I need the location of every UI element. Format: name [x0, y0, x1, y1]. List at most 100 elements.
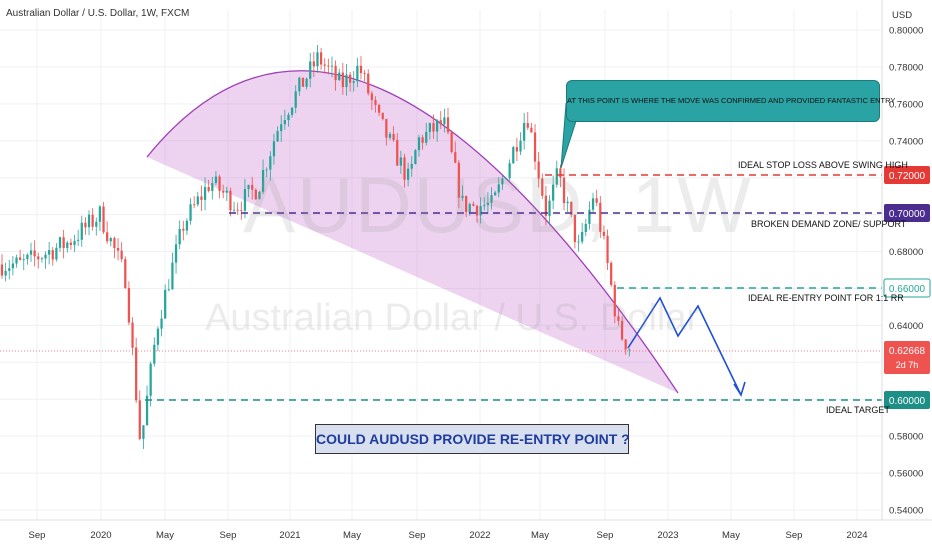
chart-title: Australian Dollar / U.S. Dollar, 1W, FXC…: [6, 8, 190, 19]
candle-body: [124, 259, 127, 289]
candle-body: [606, 235, 609, 263]
candle-body: [327, 65, 330, 67]
candle-body: [142, 425, 145, 439]
candle-body: [218, 176, 221, 191]
candle-body: [305, 78, 308, 87]
candle-body: [396, 140, 399, 166]
candle-body: [457, 162, 461, 198]
candle-body: [552, 184, 555, 201]
candle-body: [490, 195, 493, 203]
candle-body: [345, 74, 348, 88]
candle-body: [29, 250, 33, 255]
candle-body: [559, 168, 562, 178]
candle-body: [472, 204, 475, 206]
candle-body: [483, 205, 486, 207]
candle-body: [265, 169, 268, 171]
candle-body: [432, 123, 435, 132]
candle-body: [537, 161, 540, 179]
candle-body: [370, 93, 373, 101]
candle-body: [562, 177, 566, 204]
projection-path: [627, 296, 742, 396]
candle-body: [91, 214, 94, 227]
projection-arrowhead: [733, 381, 746, 397]
candle-body: [526, 123, 529, 128]
candle-body: [323, 64, 326, 66]
candle-body: [269, 156, 272, 170]
candle-body: [95, 221, 98, 227]
candle-body: [544, 195, 548, 216]
candle-body: [127, 288, 131, 323]
candle-body: [87, 214, 91, 228]
candle-body: [613, 284, 616, 317]
candle-body: [523, 123, 526, 141]
candle-body: [468, 204, 471, 213]
candle-body: [98, 206, 102, 222]
candle-body: [504, 178, 508, 179]
question-box: COULD AUDUSD PROVIDE RE-ENTRY POINT ?: [315, 424, 630, 454]
currency-label: USD: [892, 10, 912, 21]
candle-body: [446, 117, 450, 133]
candle-body: [338, 72, 341, 81]
candle-body: [392, 133, 395, 141]
candle-body: [417, 137, 421, 151]
candle-body: [439, 120, 442, 125]
candle-body: [272, 141, 276, 157]
candle-body: [109, 238, 112, 242]
candle-body: [352, 81, 355, 83]
countdown-badge-text: 2d 7h: [896, 360, 919, 370]
candle-body: [348, 74, 352, 83]
reentry-label: IDEAL RE-ENTRY POINT FOR 1:1 RR: [748, 293, 904, 303]
candle-body: [113, 238, 116, 249]
candle-body: [8, 268, 11, 271]
candle-body: [185, 220, 189, 231]
candle-body: [254, 189, 257, 200]
price-tick-label: 0.54000: [889, 506, 923, 517]
candle-body: [309, 61, 312, 79]
watermark-symbol: AUDUSD, 1W: [243, 161, 753, 249]
candle-body: [106, 232, 109, 242]
candle-body: [232, 209, 236, 211]
time-tick-label: May: [531, 530, 549, 541]
candle-body: [410, 163, 413, 169]
candle-body: [461, 195, 464, 198]
candle-body: [207, 187, 210, 191]
candle-body: [160, 318, 163, 329]
candle-body: [84, 222, 87, 228]
candle-body: [203, 187, 207, 200]
candle-body: [153, 344, 156, 364]
candle-body: [377, 104, 381, 113]
candle-body: [174, 244, 178, 263]
stop-loss-label: IDEAL STOP LOSS ABOVE SWING HIGH: [738, 160, 908, 170]
candle-body: [465, 195, 468, 213]
candle-body: [19, 257, 22, 260]
candle-body: [577, 241, 580, 243]
candle-body: [599, 202, 602, 232]
candle-body: [145, 395, 149, 426]
candle-body: [138, 400, 141, 439]
candle-body: [620, 320, 624, 340]
candle-body: [258, 191, 261, 200]
candle-body: [236, 209, 239, 211]
time-tick-label: May: [343, 530, 361, 541]
candle-body: [102, 206, 105, 233]
candle-body: [276, 131, 279, 142]
price-tick-label: 0.76000: [889, 99, 923, 110]
candle-body: [475, 205, 479, 216]
stop-loss-badge: [884, 166, 930, 184]
candle-body: [494, 192, 497, 196]
candle-body: [454, 152, 457, 163]
time-tick-label: May: [722, 530, 740, 541]
candle-body: [566, 201, 569, 204]
candle-body: [214, 176, 218, 184]
candle-body: [189, 204, 192, 221]
candle-body: [225, 190, 228, 193]
candle-body: [367, 73, 370, 94]
candle-body: [450, 132, 453, 153]
time-tick-label: Sep: [409, 530, 426, 541]
demand-badge-text: 0.70000: [889, 209, 926, 220]
candle-body: [200, 196, 203, 200]
candle-body: [425, 131, 428, 143]
candle-body: [37, 256, 40, 260]
